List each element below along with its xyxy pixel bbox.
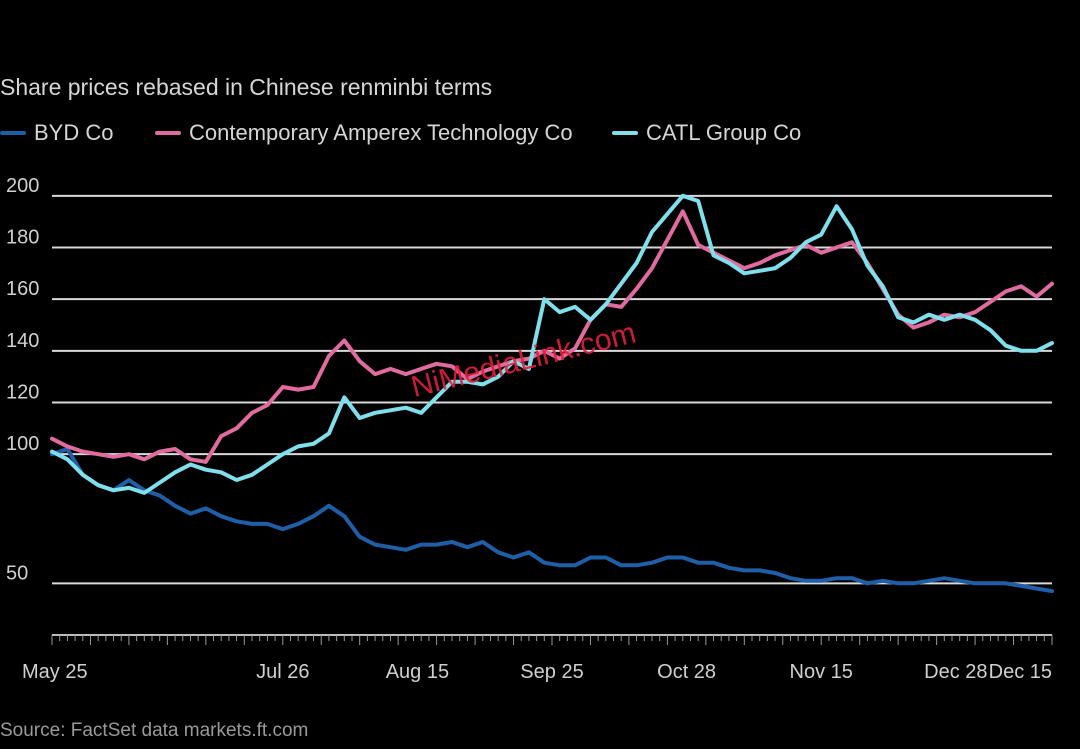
chart-subtitle: Share prices rebased in Chinese renminbi… — [0, 74, 493, 100]
x-tick-label: Jul 26 — [256, 661, 309, 683]
source-note: Source: FactSet data markets.ft.com — [0, 720, 309, 741]
legend-label-catl-group: CATL Group Co — [646, 120, 802, 145]
legend-label-byd: BYD Co — [34, 120, 114, 145]
y-tick-label: 50 — [6, 562, 28, 584]
legend-swatch-catl-amperex — [155, 131, 181, 135]
x-tick-label: Dec 15 — [989, 661, 1052, 683]
y-tick-label: 100 — [6, 433, 39, 455]
y-axis: 50 100 120 140 160 180 200 — [6, 175, 39, 585]
legend-swatch-byd — [0, 131, 26, 135]
y-tick-label: 160 — [6, 278, 39, 300]
x-tick-label: May 25 — [22, 661, 88, 683]
y-tick-label: 120 — [6, 382, 39, 404]
line-chart: 50 100 120 140 160 180 200 May 25 Jul 26 Aug 15 S… — [6, 175, 1054, 683]
legend-item-catl-amperex: Contemporary Amperex Technology Co — [155, 120, 573, 146]
series-line-byd — [50, 447, 1054, 594]
x-tick-label: Sep 25 — [520, 661, 583, 683]
y-tick-label: 140 — [6, 330, 39, 352]
grid-layer — [52, 194, 1052, 585]
x-tick-label: Oct 28 — [657, 661, 716, 683]
series-line-catl-group — [50, 193, 1054, 495]
x-tick-label: Aug 15 — [386, 661, 449, 683]
y-tick-label: 200 — [6, 175, 39, 197]
legend-swatch-catl-group — [612, 131, 638, 135]
legend-label-catl-amperex: Contemporary Amperex Technology Co — [189, 120, 573, 145]
x-tick-label: Nov 15 — [790, 661, 853, 683]
legend-item-catl-group: CATL Group Co — [612, 120, 801, 146]
legend-item-byd: BYD Co — [0, 120, 113, 146]
series-layer — [50, 193, 1054, 594]
x-tick-label: Dec 28 — [924, 661, 987, 683]
chart-legend: BYD Co Contemporary Amperex Technology C… — [0, 120, 1060, 150]
y-tick-label: 180 — [6, 227, 39, 249]
x-axis: May 25 Jul 26 Aug 15 Sep 25 Oct 28 Nov 15 Dec … — [22, 634, 1053, 683]
